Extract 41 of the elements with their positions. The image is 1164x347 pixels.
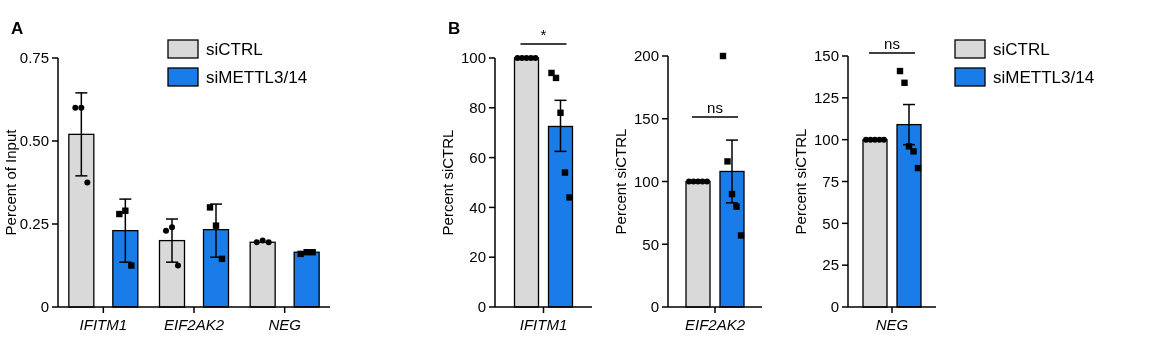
x-tick-label: EIF2AK2: [684, 316, 746, 333]
y-tick-label: 75: [822, 172, 839, 190]
y-tick-label: 0: [830, 298, 839, 316]
y-tick-label: 150: [813, 47, 839, 65]
y-tick-label: 100: [460, 49, 486, 67]
text: *: [540, 26, 547, 43]
chart-title: A: [11, 19, 24, 38]
chart-title: B: [448, 19, 461, 38]
legend-label: siMETTL3/14: [993, 68, 1095, 87]
y-tick-label: 125: [813, 89, 839, 107]
y-axis-title: Percent siCTRL: [792, 128, 809, 235]
y-axis-title: Percent siCTRL: [439, 129, 456, 236]
y-tick-label: 100: [813, 130, 839, 148]
y-axis-title: Percent siCTRL: [612, 128, 629, 235]
legend-label: siCTRL: [206, 40, 263, 59]
y-tick-label: 0: [477, 298, 486, 316]
y-tick-label: 0.25: [19, 215, 49, 233]
x-tick-label: IFITM1: [519, 316, 568, 333]
y-tick-label: 0.50: [19, 132, 49, 150]
y-tick-label: 0: [650, 298, 659, 316]
y-tick-label: 0.75: [19, 49, 49, 67]
y-tick-label: 25: [822, 256, 839, 274]
y-tick-label: 100: [633, 172, 659, 190]
y-axis-title: Percent of Input: [2, 128, 19, 236]
y-tick-label: 50: [642, 235, 659, 253]
x-tick-label: EIF2AK2: [163, 316, 225, 333]
y-tick-label: 60: [469, 148, 486, 166]
text: ns: [884, 35, 900, 52]
y-tick-label: 50: [822, 214, 839, 232]
annotation: ns: [707, 99, 723, 116]
x-tick-label: IFITM1: [79, 316, 128, 333]
y-tick-label: 80: [469, 99, 486, 117]
x-tick-label: NEG: [875, 316, 909, 333]
y-tick-label: 20: [469, 248, 486, 266]
legend-label: siMETTL3/14: [206, 68, 308, 87]
y-tick-label: 40: [469, 198, 486, 216]
y-tick-label: 150: [633, 110, 659, 127]
y-tick-label: 200: [633, 47, 659, 65]
legend-label: siCTRL: [993, 40, 1050, 59]
y-tick-label: 0: [40, 298, 49, 316]
x-tick-label: NEG: [268, 316, 302, 333]
